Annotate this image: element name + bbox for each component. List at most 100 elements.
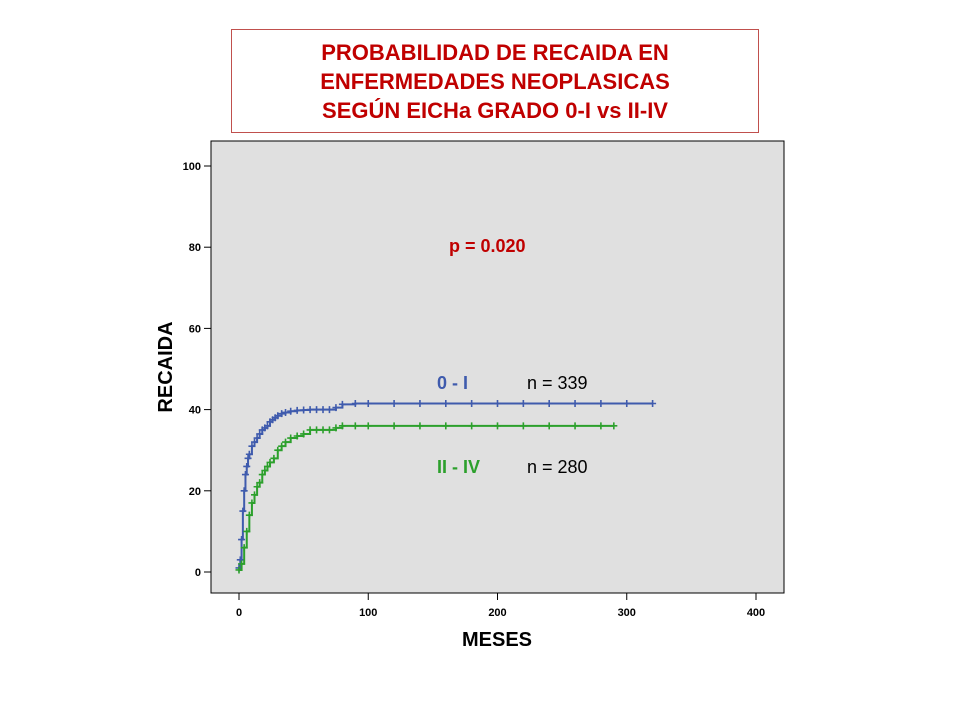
data-point-marker — [278, 410, 286, 418]
data-point-marker — [251, 438, 259, 446]
data-point-marker — [390, 422, 398, 430]
data-point-marker — [571, 400, 579, 408]
data-point-marker — [236, 556, 244, 564]
data-point-marker — [293, 432, 301, 440]
data-point-marker — [261, 467, 269, 474]
x-tick-label: 300 — [618, 607, 636, 619]
n-annotation-ii-iv: n = 280 — [527, 457, 588, 477]
x-tick-label: 0 — [236, 607, 242, 619]
data-point-marker — [313, 406, 321, 414]
n-annotation-0-i: n = 339 — [527, 373, 588, 393]
data-point-marker — [238, 560, 246, 568]
data-point-marker — [240, 544, 248, 552]
data-point-marker — [258, 471, 266, 479]
data-point-marker — [332, 424, 340, 432]
data-point-marker — [282, 408, 290, 416]
data-point-marker — [649, 400, 657, 408]
data-point-marker — [545, 400, 553, 408]
data-point-marker — [351, 400, 359, 408]
chart-title-line-3: SEGÚN EICHa GRADO 0-I vs II-IV — [322, 97, 668, 123]
data-point-marker — [241, 471, 249, 479]
data-point-marker — [597, 400, 605, 408]
y-tick-label: 100 — [183, 161, 201, 173]
data-point-marker — [319, 426, 327, 434]
data-point-marker — [235, 566, 243, 574]
data-point-marker — [274, 446, 282, 454]
data-point-marker — [251, 491, 259, 499]
data-point-marker — [256, 479, 264, 487]
data-point-marker — [442, 422, 450, 430]
data-point-marker — [364, 422, 372, 430]
data-point-marker — [442, 400, 450, 408]
series-layer — [235, 400, 657, 574]
data-point-marker — [494, 422, 501, 430]
y-tick-label: 80 — [189, 242, 201, 254]
data-point-marker — [240, 487, 248, 495]
y-tick-label: 0 — [195, 567, 201, 579]
data-point-marker — [306, 426, 314, 434]
data-point-marker — [351, 422, 359, 430]
series-grade-0-i — [235, 400, 657, 572]
data-point-marker — [248, 442, 256, 450]
data-point-marker — [245, 450, 253, 458]
y-tick-label: 40 — [189, 405, 201, 417]
data-point-marker — [338, 400, 346, 408]
y-axis-label: RECAIDA — [155, 321, 177, 412]
data-point-marker — [263, 462, 271, 470]
data-point-marker — [545, 422, 553, 430]
data-point-marker — [282, 438, 290, 446]
axes: 0 20 40 60 80 100 0 100 200 300 400 MESES RECAIDA — [155, 161, 765, 651]
data-point-marker — [313, 426, 321, 434]
chart-title-line-2: ENFERMEDADES NEOPLASICAS — [320, 68, 670, 94]
data-point-marker — [253, 483, 261, 491]
plot-area — [210, 140, 785, 594]
data-point-marker — [270, 454, 278, 462]
data-point-marker — [244, 454, 252, 462]
data-point-marker — [597, 422, 605, 430]
p-value-annotation: p = 0.020 — [449, 236, 526, 256]
data-point-marker — [610, 422, 618, 430]
x-tick-label: 100 — [359, 607, 377, 619]
chart-title-box: PROBABILIDAD DE RECAIDA EN ENFERMEDADES … — [231, 29, 759, 133]
data-point-marker — [245, 511, 253, 519]
data-point-marker — [319, 406, 327, 414]
label-layer: p = 0.020 0 - I n = 339 II - IV n = 280 — [437, 236, 588, 477]
data-point-marker — [243, 462, 251, 470]
chart-title-line-1: PROBABILIDAD DE RECAIDA EN — [321, 39, 669, 65]
data-point-marker — [238, 536, 246, 544]
data-point-marker — [300, 406, 308, 414]
data-point-marker — [253, 434, 261, 442]
data-point-marker — [248, 499, 256, 507]
data-point-marker — [274, 412, 282, 420]
legend-label-0-i: 0 - I — [437, 373, 468, 393]
data-point-marker — [256, 430, 264, 438]
data-point-marker — [293, 406, 301, 414]
data-point-marker — [338, 422, 346, 430]
x-tick-label: 200 — [488, 607, 506, 619]
data-point-marker — [278, 442, 286, 450]
data-point-marker — [287, 434, 295, 442]
data-point-marker — [519, 400, 527, 408]
data-point-marker — [468, 400, 476, 408]
y-tick-label: 20 — [189, 486, 201, 498]
data-point-marker — [306, 406, 314, 414]
data-point-marker — [239, 507, 247, 515]
data-point-marker — [494, 400, 501, 408]
data-point-marker — [416, 400, 424, 408]
x-tick-label: 400 — [747, 607, 765, 619]
data-point-marker — [416, 422, 424, 430]
data-point-marker — [266, 458, 274, 466]
data-point-marker — [332, 404, 340, 412]
data-point-marker — [263, 422, 271, 430]
data-point-marker — [243, 527, 251, 535]
data-point-marker — [571, 422, 579, 430]
data-point-marker — [300, 430, 308, 438]
series-grade-ii-iv — [235, 422, 618, 574]
x-axis-label: MESES — [462, 629, 532, 651]
data-point-marker — [364, 400, 372, 408]
data-point-marker — [468, 422, 476, 430]
y-tick-label: 60 — [189, 323, 201, 335]
data-point-marker — [287, 407, 295, 415]
legend-label-ii-iv: II - IV — [437, 457, 480, 477]
